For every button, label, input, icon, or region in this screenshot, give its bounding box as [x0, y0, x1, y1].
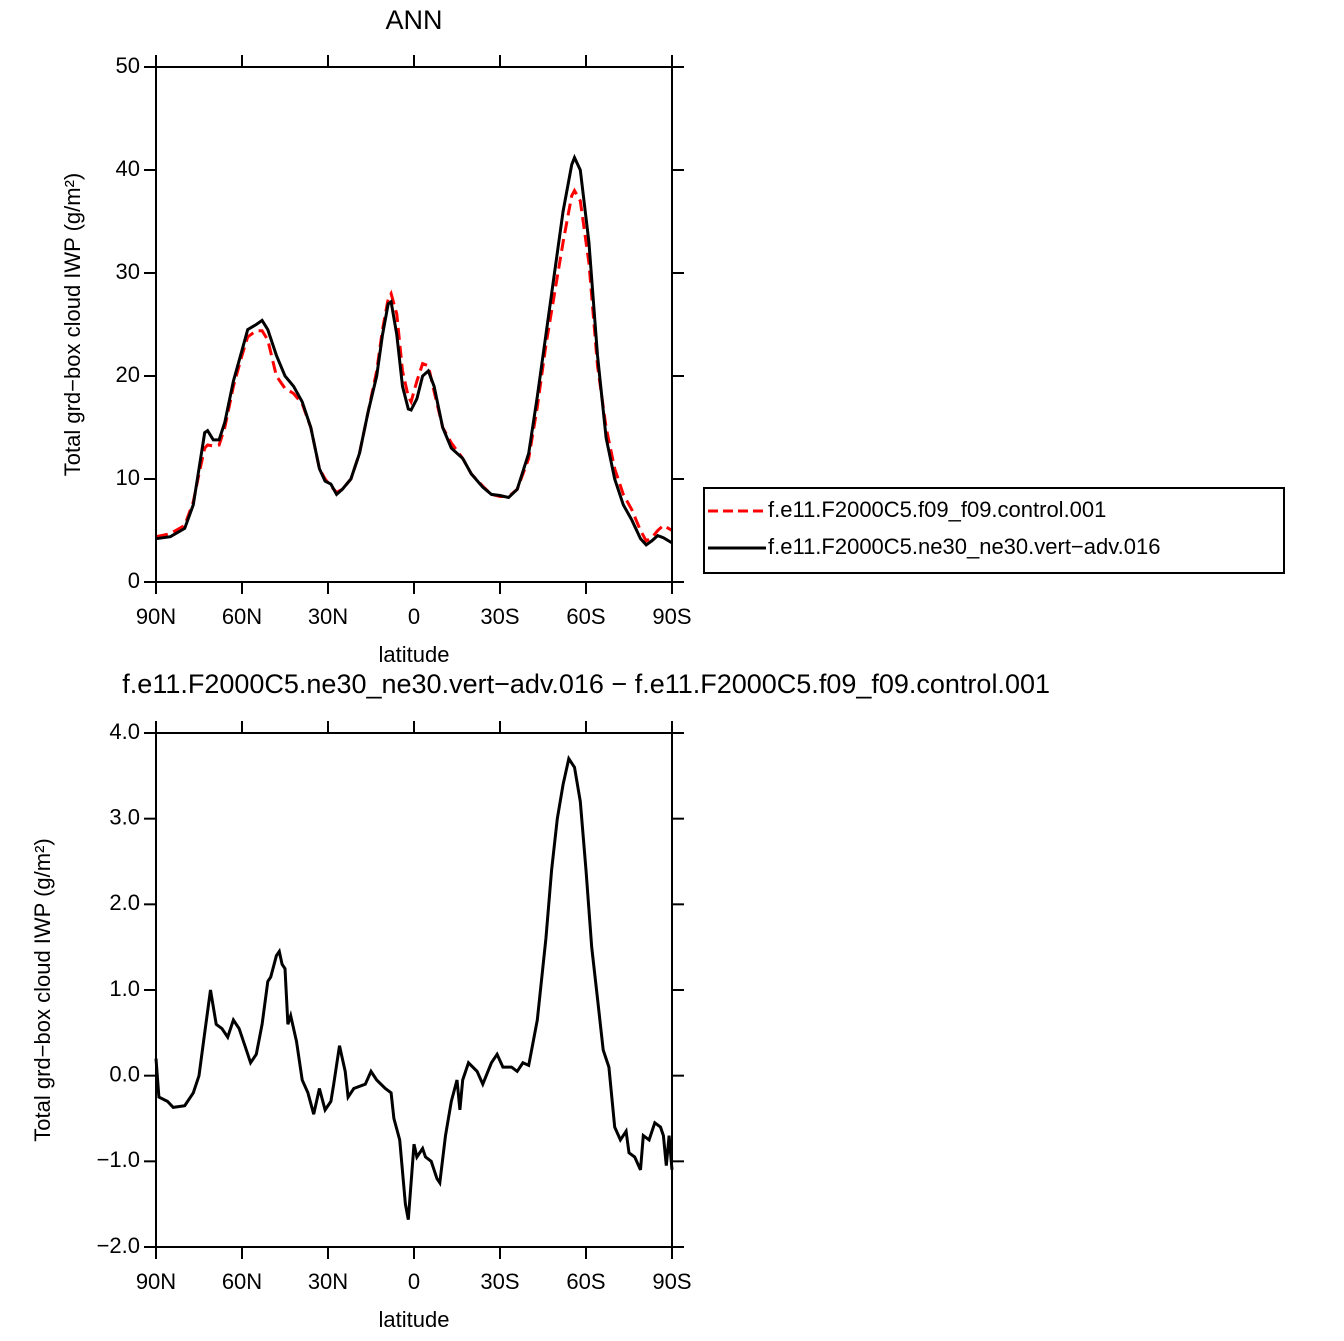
chart-title: f.e11.F2000C5.ne30_ne30.vert−adv.016 − f… [122, 669, 1050, 699]
x-tick-label: 60S [566, 604, 605, 629]
x-tick-label: 30N [308, 604, 348, 629]
x-axis-label: latitude [379, 642, 450, 667]
y-tick-label: 2.0 [109, 890, 140, 915]
x-tick-label: 90S [652, 1269, 691, 1294]
x-tick-label: 30N [308, 1269, 348, 1294]
plot-frame [155, 66, 673, 583]
y-tick-label: 40 [116, 156, 140, 181]
x-tick-label: 30S [480, 1269, 519, 1294]
x-tick-label: 60N [222, 604, 262, 629]
y-tick-label: 50 [116, 53, 140, 78]
y-tick-label: 1.0 [109, 976, 140, 1001]
y-tick-label: 3.0 [109, 804, 140, 829]
y-tick-label: 20 [116, 362, 140, 387]
legend-box [703, 487, 1285, 574]
y-tick-label: 0.0 [109, 1061, 140, 1086]
x-tick-label: 60S [566, 1269, 605, 1294]
legend-label: f.e11.F2000C5.ne30_ne30.vert−adv.016 [768, 534, 1160, 559]
x-tick-label: 60N [222, 1269, 262, 1294]
y-tick-label: 10 [116, 465, 140, 490]
x-tick-label: 90N [136, 604, 176, 629]
y-tick-label: 4.0 [109, 719, 140, 744]
y-tick-label: 0 [128, 568, 140, 593]
x-axis-label: latitude [379, 1307, 450, 1332]
legend-label: f.e11.F2000C5.f09_f09.control.001 [768, 497, 1106, 522]
data-line [155, 153, 673, 547]
chart-title: ANN [385, 5, 442, 35]
x-tick-label: 90N [136, 1269, 176, 1294]
y-tick-label: −2.0 [97, 1233, 140, 1258]
y-tick-label: 30 [116, 259, 140, 284]
y-tick-label: −1.0 [97, 1147, 140, 1172]
data-line [155, 187, 673, 543]
x-tick-label: 0 [408, 604, 420, 629]
plot-frame [155, 732, 673, 1248]
y-axis-label: Total grd−box cloud IWP (g/m²) [30, 838, 55, 1141]
y-axis-label: Total grd−box cloud IWP (g/m²) [60, 173, 85, 476]
x-tick-label: 0 [408, 1269, 420, 1294]
x-tick-label: 30S [480, 604, 519, 629]
data-line [154, 754, 674, 1220]
x-tick-label: 90S [652, 604, 691, 629]
